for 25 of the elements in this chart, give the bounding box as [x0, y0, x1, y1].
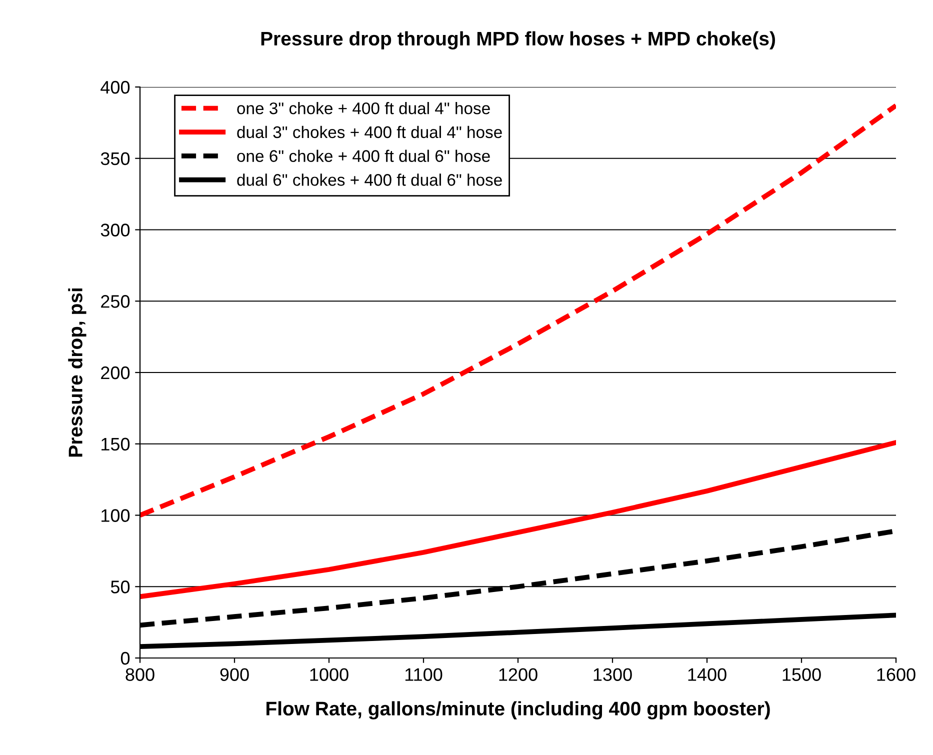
y-tick-label: 50	[110, 580, 130, 594]
y-tick-label: 350	[100, 152, 130, 166]
legend-label: one 3" choke + 400 ft dual 4" hose	[237, 102, 490, 114]
y-tick-label: 400	[100, 80, 130, 94]
legend-label: dual 3" chokes + 400 ft dual 4" hose	[237, 126, 502, 138]
x-tick-label: 1600	[877, 668, 916, 681]
y-tick-label: 250	[101, 295, 130, 308]
y-tick-label: 150	[102, 438, 130, 451]
x-tick-label: 1500	[782, 668, 821, 681]
legend-label: dual 6" chokes + 400 ft dual 6" hose	[237, 174, 502, 186]
x-tick-label: 1400	[688, 668, 726, 681]
legend-label: one 6" choke + 400 ft dual 6" hose	[237, 150, 490, 162]
x-tick-label: 800	[126, 668, 154, 681]
x-tick-label: 1100	[405, 668, 442, 681]
x-tick-label: 1300	[594, 668, 632, 681]
y-tick-label: 100	[102, 509, 130, 522]
x-tick-label: 1200	[499, 668, 538, 681]
y-tick-label: 200	[101, 366, 130, 380]
y-tick-label: 300	[100, 224, 130, 236]
x-tick-label: 1000	[310, 668, 348, 681]
chart-title: Pressure drop through MPD flow hoses + MPD choke(s)	[261, 31, 775, 50]
x-axis-title: Flow Rate, gallons/minute (including 400 gpm booster)	[266, 701, 770, 720]
x-tick-label: 900	[220, 668, 249, 681]
y-tick-label: 0	[120, 652, 130, 665]
y-axis-title: Pressure drop, psi	[68, 288, 86, 457]
